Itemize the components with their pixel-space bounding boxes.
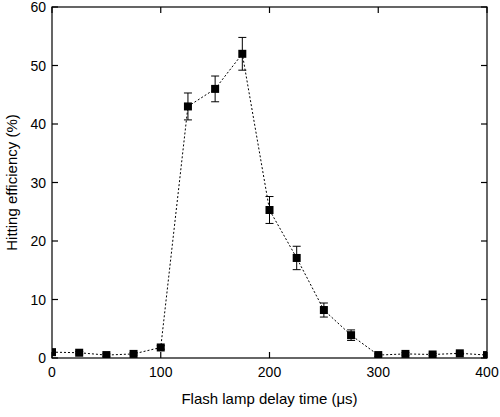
marker: [293, 254, 301, 262]
marker: [102, 351, 110, 358]
x-tick-label: 100: [149, 364, 173, 380]
y-tick: [52, 357, 58, 358]
error-bar: [293, 246, 301, 269]
y-tick: [52, 299, 58, 300]
y-tick-label: 40: [30, 116, 46, 132]
x-tick: [269, 352, 270, 358]
marker: [374, 351, 382, 358]
y-axis-label: Hitting efficiency (%): [3, 114, 20, 250]
x-tick-top: [160, 7, 161, 13]
marker: [429, 350, 437, 358]
y-tick-label: 0: [38, 350, 46, 366]
chart: 0 100 200 300 400 0 10 20 30 40 50 60 Flash lamp del…: [0, 0, 500, 417]
marker: [483, 351, 487, 358]
x-tick-label: 0: [48, 364, 56, 380]
y-tick-label: 20: [30, 233, 46, 249]
plot-data: [52, 37, 487, 358]
marker: [52, 348, 56, 356]
x-tick-top: [51, 7, 52, 13]
error-bar: [320, 303, 328, 317]
x-tick-label: 400: [475, 364, 499, 380]
x-tick-top: [378, 7, 379, 13]
plot-frame: [52, 7, 487, 358]
marker: [184, 102, 192, 110]
error-bar: [266, 197, 274, 224]
marker: [347, 331, 355, 339]
x-tick-label: 300: [367, 364, 391, 380]
y-tick-right: [481, 123, 487, 124]
marker: [238, 50, 246, 58]
marker: [211, 85, 219, 93]
marker: [456, 349, 464, 357]
series-line: [52, 54, 487, 355]
marker: [320, 306, 328, 314]
marker: [75, 349, 83, 357]
x-tick-top: [269, 7, 270, 13]
error-bar: [184, 93, 192, 120]
y-tick: [52, 123, 58, 124]
y-tick-label: 50: [30, 58, 46, 74]
marker: [157, 343, 165, 351]
y-tick-right: [481, 240, 487, 241]
y-tick-label: 30: [30, 175, 46, 191]
x-axis-label: Flash lamp delay time (μs): [181, 390, 357, 407]
y-tick: [52, 182, 58, 183]
x-tick-label: 200: [258, 364, 282, 380]
y-tick: [52, 240, 58, 241]
x-tick: [160, 352, 161, 358]
marker: [130, 350, 138, 358]
y-tick-label: 10: [30, 292, 46, 308]
marker: [401, 350, 409, 358]
y-tick-right: [481, 65, 487, 66]
y-tick-label: 60: [30, 0, 46, 15]
x-tick-top: [486, 7, 487, 13]
y-tick: [52, 6, 58, 7]
error-bar: [238, 37, 246, 70]
marker: [266, 206, 274, 214]
y-tick-right: [481, 182, 487, 183]
y-tick-right: [481, 299, 487, 300]
error-bar: [211, 76, 219, 102]
error-bar: [347, 330, 355, 341]
y-tick: [52, 65, 58, 66]
y-tick-right: [481, 6, 487, 7]
